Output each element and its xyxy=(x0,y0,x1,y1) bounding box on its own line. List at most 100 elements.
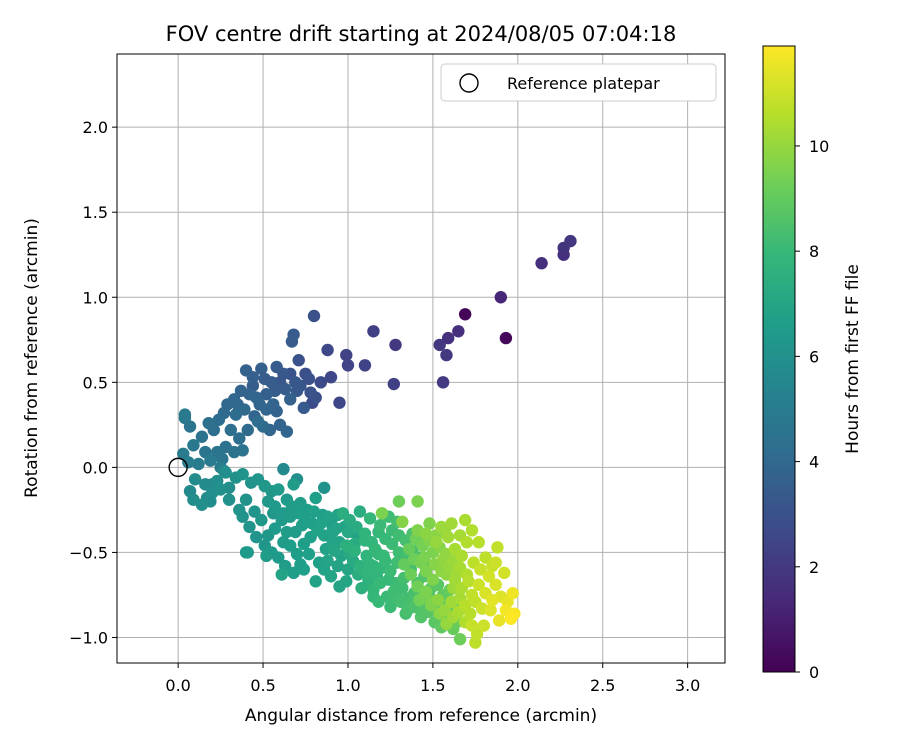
scatter-point xyxy=(284,393,297,406)
scatter-point xyxy=(199,478,212,491)
scatter-point xyxy=(438,604,451,617)
scatter-point xyxy=(233,432,246,445)
scatter-point xyxy=(290,384,304,398)
scatter-point xyxy=(241,423,254,437)
scatter-point xyxy=(260,388,273,401)
scatter-point xyxy=(472,536,485,549)
scatter-point xyxy=(353,505,367,518)
scatter-point xyxy=(275,568,288,581)
legend-label: Reference platepar xyxy=(507,74,660,93)
scatter-point xyxy=(255,362,268,375)
scatter-point xyxy=(423,517,436,530)
scatter-point xyxy=(287,566,300,580)
scatter-point xyxy=(309,575,322,588)
legend: Reference platepar xyxy=(440,63,717,102)
scatter-point xyxy=(492,614,506,627)
scatter-point xyxy=(251,415,265,428)
scatter-point xyxy=(236,467,249,481)
x-tick-label: 1.0 xyxy=(335,676,360,695)
scatter-point xyxy=(236,444,249,457)
scatter-point xyxy=(375,507,389,520)
scatter-point xyxy=(250,391,263,404)
scatter-point xyxy=(374,519,387,532)
colorbar: 0 2 4 6 8 10 Hours from first FF file xyxy=(762,45,863,682)
scatter-point xyxy=(418,551,431,564)
scatter-point xyxy=(268,500,282,513)
scatter-point xyxy=(214,483,227,496)
scatter-point xyxy=(260,403,273,416)
scatter-point xyxy=(397,558,411,571)
x-axis-ticks: 0.0 0.5 1.0 1.5 2.0 2.5 3.0 xyxy=(165,663,700,695)
scatter-point xyxy=(329,522,343,535)
scatter-point xyxy=(219,466,232,479)
scatter-point xyxy=(331,559,344,573)
scatter-point xyxy=(272,551,285,564)
scatter-point xyxy=(465,619,479,632)
scatter-point xyxy=(297,563,311,576)
colorbar-label: Hours from first FF file xyxy=(843,264,863,454)
scatter-point xyxy=(384,564,397,578)
scatter-point xyxy=(182,456,195,469)
scatter-point xyxy=(290,547,304,561)
scatter-point xyxy=(239,364,253,377)
scatter-point xyxy=(389,338,402,352)
scatter-point xyxy=(392,495,406,508)
scatter-point xyxy=(188,473,202,486)
scatter-point xyxy=(178,408,192,421)
scatter-point xyxy=(426,573,440,586)
x-axis-label: Angular distance from reference (arcmin) xyxy=(245,706,597,726)
scatter-point xyxy=(455,549,468,563)
scatter-point xyxy=(317,481,331,494)
scatter-point xyxy=(307,505,321,518)
scatter-point xyxy=(564,234,577,248)
scatter-point xyxy=(486,593,499,607)
x-tick-label: 3.0 xyxy=(675,676,700,695)
scatter-point xyxy=(440,348,453,362)
scatter-point xyxy=(287,478,300,491)
scatter-point xyxy=(284,539,297,552)
scatter-point xyxy=(260,549,273,563)
chart-title: FOV centre drift starting at 2024/08/05 … xyxy=(166,22,677,46)
scatter-point xyxy=(460,536,474,549)
y-tick-label: 0.0 xyxy=(83,458,108,477)
colorbar-ticks: 0 2 4 6 8 10 xyxy=(795,137,829,682)
scatter-point xyxy=(236,510,249,523)
scatter-point xyxy=(314,376,327,389)
x-tick-label: 0.0 xyxy=(165,676,190,695)
scatter-point xyxy=(445,517,458,530)
scatter-point xyxy=(278,382,292,396)
data-points xyxy=(177,234,577,649)
x-tick-label: 2.5 xyxy=(590,676,615,695)
scatter-point xyxy=(506,587,519,600)
colorbar-tick-label: 10 xyxy=(809,137,829,156)
scatter-point xyxy=(302,547,316,561)
scatter-point xyxy=(384,600,397,614)
y-tick-label: 1.0 xyxy=(83,288,108,307)
scatter-point xyxy=(268,522,282,535)
scatter-point xyxy=(379,554,392,568)
scatter-point xyxy=(498,566,511,580)
scatter-point xyxy=(462,575,475,588)
scatter-point xyxy=(491,541,504,554)
scatter-point xyxy=(340,348,353,362)
scatter-point xyxy=(396,515,409,529)
scatter-point xyxy=(387,377,401,391)
scatter-point xyxy=(385,537,399,551)
scatter-point xyxy=(433,338,446,352)
scatter-point xyxy=(348,544,361,557)
scatter-point xyxy=(258,372,271,386)
scatter-point xyxy=(458,513,472,527)
scatter-point xyxy=(396,581,409,595)
scatter-point xyxy=(419,527,433,540)
scatter-point xyxy=(211,445,224,459)
plot-frame xyxy=(116,53,726,664)
y-axis-ticks: −1.0 −0.5 0.0 0.5 1.0 1.5 2.0 xyxy=(69,118,117,647)
scatter-point xyxy=(187,439,200,452)
y-axis-label: Rotation from reference (arcmin) xyxy=(22,218,42,498)
scatter-point xyxy=(270,360,283,374)
y-tick-label: 0.5 xyxy=(83,373,108,392)
scatter-point xyxy=(277,462,290,476)
scatter-point xyxy=(192,457,205,471)
scatter-point xyxy=(479,551,492,564)
